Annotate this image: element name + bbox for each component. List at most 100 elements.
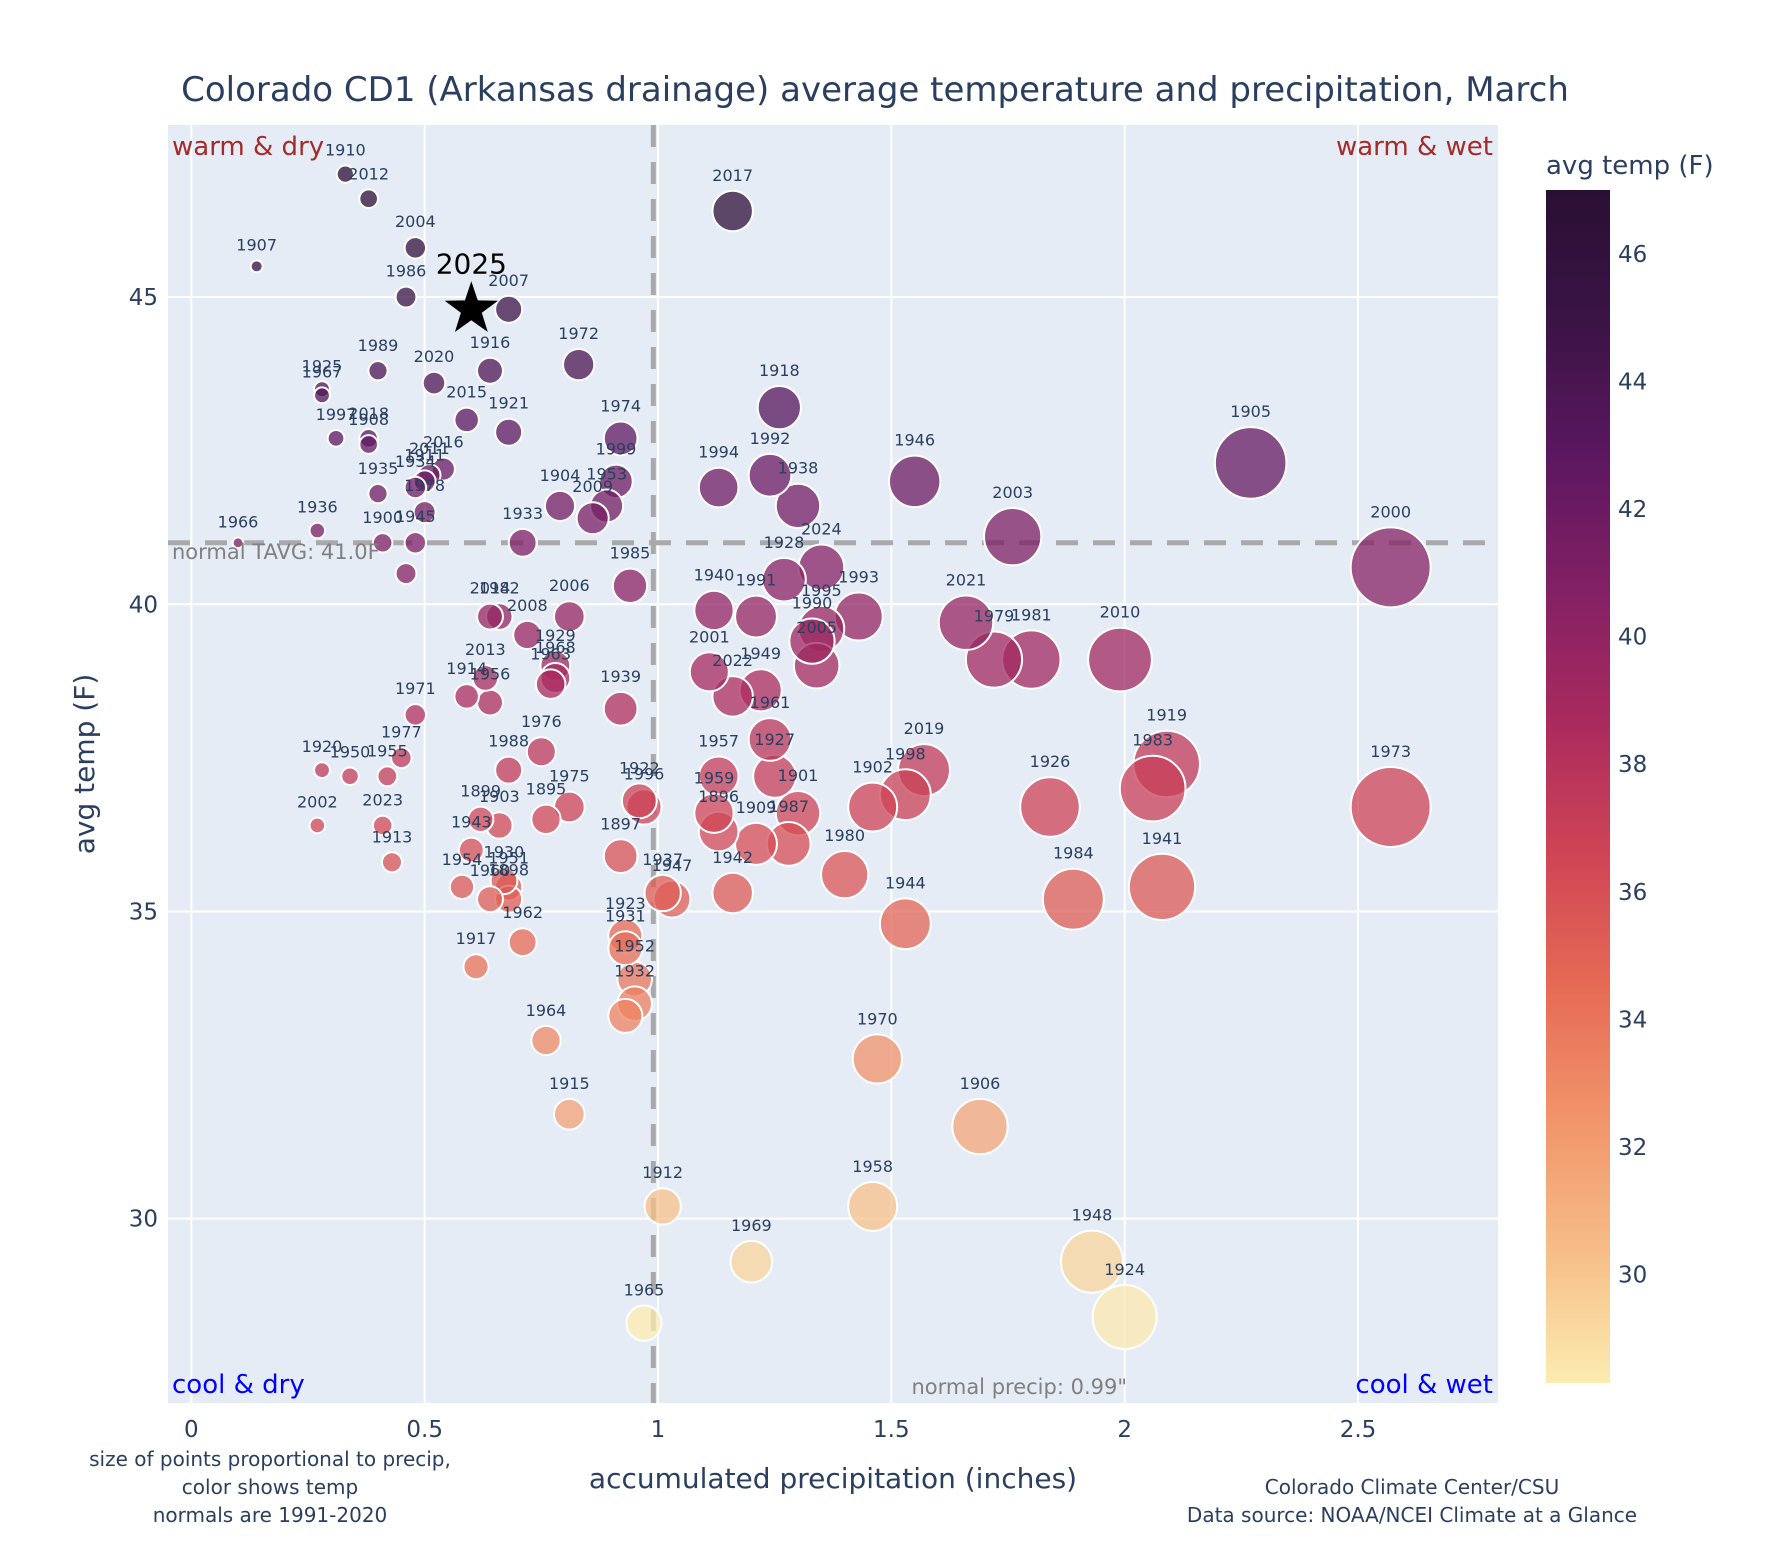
- point-label: 1964: [526, 1001, 567, 1020]
- point-label: 1940: [694, 566, 735, 585]
- point-label: 1966: [218, 512, 259, 531]
- data-point-1926: [1019, 776, 1081, 838]
- point-label: 1990: [792, 593, 833, 612]
- point-label: 1915: [549, 1074, 590, 1093]
- data-point-1988: [494, 755, 524, 785]
- data-point-1970: [851, 1033, 903, 1085]
- y-tick-label: 30: [129, 1207, 158, 1233]
- quadrant-label-warm-dry: warm & dry: [172, 132, 324, 162]
- point-label: 2011: [409, 439, 450, 458]
- data-point-1938: [774, 482, 822, 530]
- data-point-1955: [376, 765, 399, 788]
- data-point-1897: [602, 838, 639, 875]
- point-label: 2002: [297, 793, 338, 812]
- data-point-1958: [847, 1180, 899, 1232]
- point-label: 1937: [642, 850, 683, 869]
- x-tick-label: 0.5: [406, 1417, 443, 1443]
- data-point-1918: [756, 384, 802, 431]
- colorbar-tick-label: 30: [1618, 1263, 1647, 1289]
- point-label: 1984: [1053, 844, 1094, 863]
- point-label: 1917: [456, 929, 497, 948]
- point-label: 1920: [302, 737, 343, 756]
- data-point-2023: [371, 814, 394, 837]
- data-point-1934: [403, 475, 428, 500]
- point-label: 2000: [1370, 502, 1411, 521]
- data-point-2003: [983, 507, 1043, 567]
- data-point-1914: [453, 683, 480, 710]
- data-point-1933: [507, 527, 538, 558]
- data-point-2020: [421, 370, 447, 396]
- colorbar-ticks: 30 32 34 36 38 40 42 44 46: [1618, 242, 1647, 1289]
- point-label: 1987: [768, 797, 809, 816]
- data-point-2008: [512, 619, 543, 651]
- data-point-1921: [494, 417, 524, 447]
- point-label: 1924: [1104, 1260, 1145, 1279]
- quadrant-label-cool-dry: cool & dry: [172, 1370, 305, 1400]
- point-label: 1977: [381, 723, 422, 742]
- data-point-1961: [747, 717, 793, 762]
- colorbar-tick-label: 44: [1618, 369, 1647, 395]
- data-point-1935: [367, 483, 389, 505]
- point-label: 1907: [236, 235, 277, 254]
- data-point-1922: [620, 782, 658, 820]
- point-label: 2010: [1100, 603, 1141, 622]
- data-point-2004: [403, 236, 428, 260]
- data-point-1994: [697, 466, 740, 509]
- chart-title: Colorado CD1 (Arkansas drainage) average…: [181, 70, 1569, 110]
- point-label: 1960: [470, 861, 511, 880]
- data-point-1976: [525, 736, 557, 768]
- point-label: 1973: [1370, 742, 1411, 761]
- data-point-1917: [462, 953, 490, 981]
- data-point-1936: [308, 521, 327, 540]
- point-label: 1965: [624, 1281, 665, 1300]
- point-label: 1932: [614, 961, 655, 980]
- normal-lines: [168, 125, 1498, 1403]
- data-point-1972: [562, 348, 596, 382]
- data-point-1899: [466, 805, 495, 833]
- point-label: 2022: [712, 651, 753, 670]
- y-tick-labels: 30 35 40 45: [129, 285, 158, 1233]
- point-label: 1926: [1030, 752, 1071, 771]
- point-label: 1910: [325, 141, 366, 160]
- data-point-2017: [711, 189, 754, 233]
- quadrant-label-warm-wet: warm & wet: [1336, 132, 1493, 162]
- data-point-1906: [951, 1097, 1009, 1156]
- point-label: 1934: [395, 452, 436, 471]
- point-label: 1899: [460, 782, 501, 801]
- point-label: 1997: [316, 405, 357, 424]
- point-label: 2017: [712, 166, 753, 185]
- data-point-1959: [693, 792, 735, 834]
- data-point-2015: [453, 406, 480, 434]
- point-label: 1933: [502, 504, 543, 523]
- colorbar-tick-label: 32: [1618, 1135, 1647, 1161]
- credit-line-1: Colorado Climate Center/CSU: [1265, 1475, 1559, 1499]
- point-label: 1951: [488, 848, 529, 867]
- data-point-1956: [476, 688, 504, 717]
- point-label: 1946: [894, 431, 935, 450]
- data-point-1913: [380, 851, 404, 874]
- point-label: 1902: [852, 758, 893, 777]
- point-label: 1909: [736, 798, 777, 817]
- point-label: 1955: [367, 741, 408, 760]
- point-label: 1958: [852, 1157, 893, 1176]
- data-point-1962: [507, 927, 538, 958]
- point-label: 1939: [600, 667, 641, 686]
- point-label: 1954: [442, 850, 483, 869]
- data-point-2012: [358, 188, 379, 210]
- point-label: 1976: [521, 712, 562, 731]
- point-label: 2019: [904, 719, 945, 738]
- y-tick-label: 45: [129, 285, 158, 311]
- x-tick-label: 1.5: [873, 1417, 910, 1443]
- point-label: 1935: [358, 459, 399, 478]
- data-point-1944: [878, 897, 932, 951]
- point-label: 1918: [759, 361, 800, 380]
- colorbar-tick-label: 38: [1618, 752, 1647, 778]
- x-tick-label: 2.5: [1340, 1417, 1377, 1443]
- point-label: 2009: [572, 477, 613, 496]
- point-label: 1970: [857, 1009, 898, 1028]
- normal-temp-label: normal TAVG: 41.0F: [172, 540, 380, 564]
- point-label: 2023: [362, 791, 403, 810]
- colorbar-tick-label: 42: [1618, 497, 1647, 523]
- data-point-1980: [820, 849, 870, 900]
